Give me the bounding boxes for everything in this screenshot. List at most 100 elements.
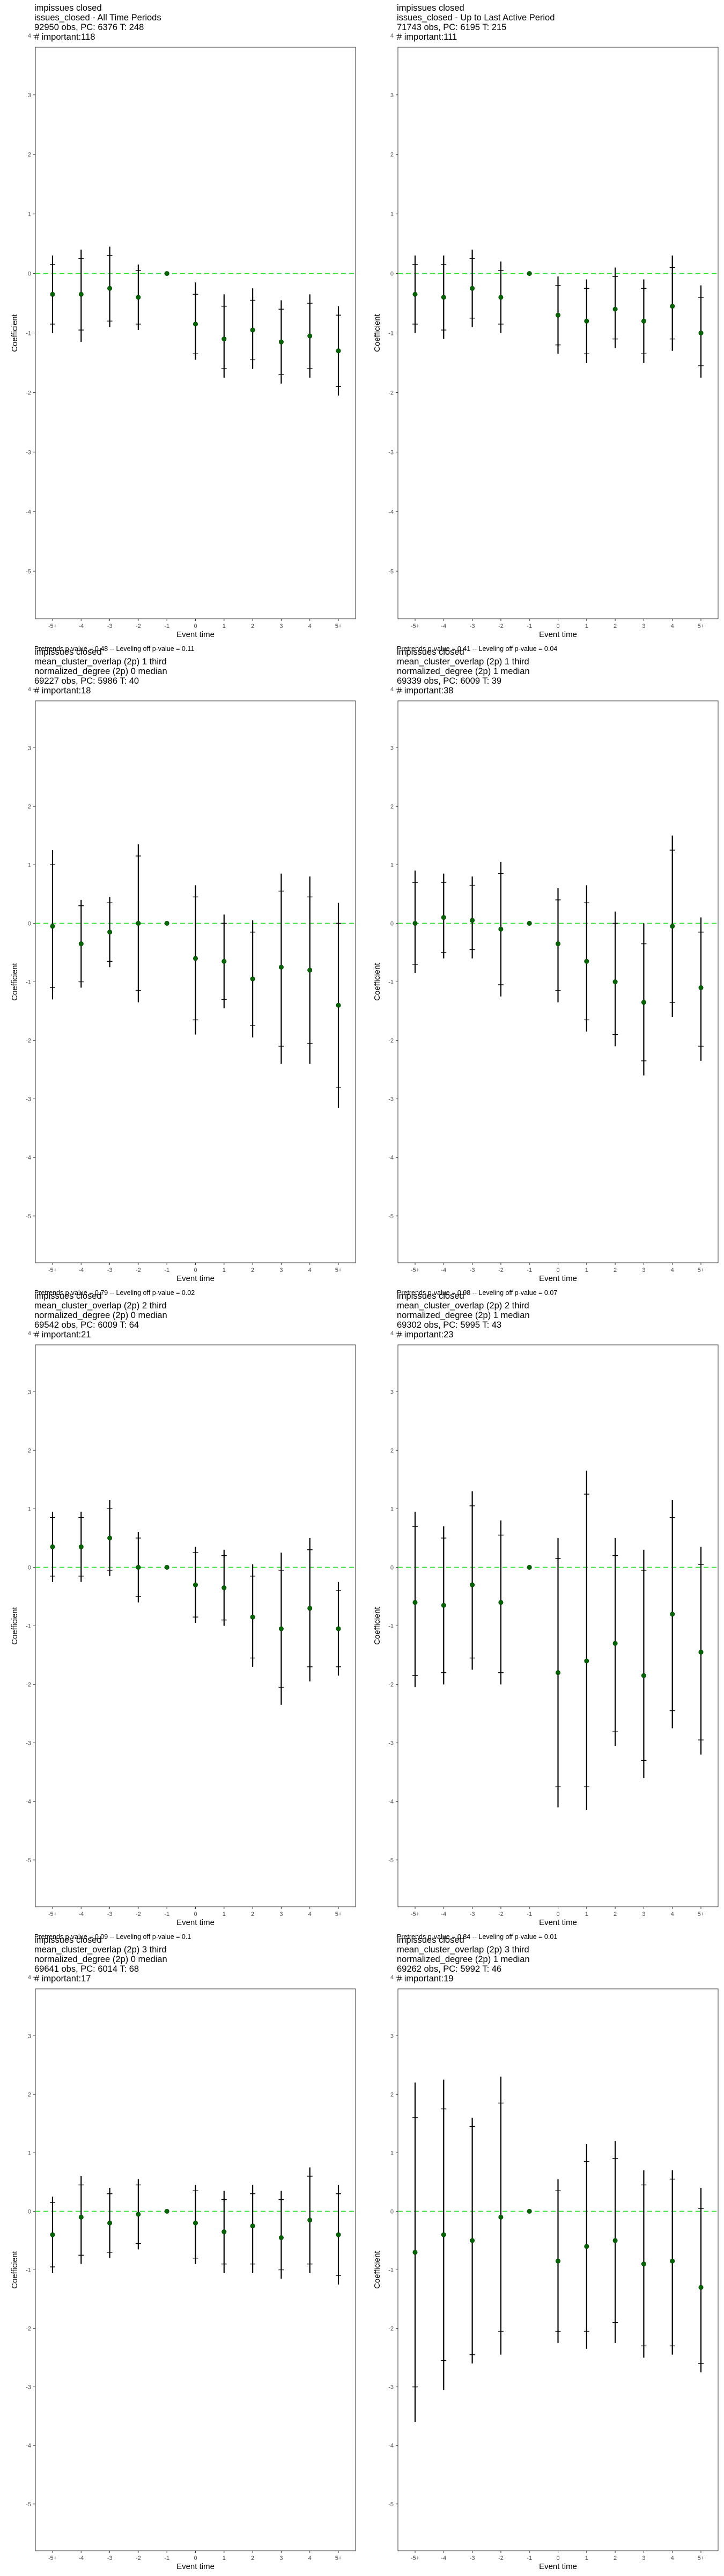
chart-title-line: impissues closed — [34, 3, 102, 13]
x-tick-label: -2 — [136, 1267, 141, 1274]
point-estimate — [193, 2220, 198, 2226]
chart-title-line: 71743 obs, PC: 6195 T: 215 — [397, 23, 506, 32]
x-axis-title: Event time — [176, 1918, 215, 1927]
y-tick-label: -3 — [26, 2384, 31, 2391]
chart-title-line: 69262 obs, PC: 5992 T: 46 — [397, 1964, 501, 1974]
x-tick-label: 2 — [614, 1267, 617, 1274]
chart-title-line: # important:19 — [397, 1974, 453, 1984]
y-axis-title: Coefficient — [373, 1606, 382, 1644]
x-tick-label: 1 — [223, 2555, 226, 2562]
x-tick-label: 2 — [614, 623, 617, 630]
x-tick-label: -1 — [164, 2555, 169, 2562]
y-tick-label: -5 — [388, 2501, 394, 2508]
x-tick-label: -3 — [470, 1267, 475, 1274]
point-estimate — [250, 2223, 255, 2229]
chart-title-line: normalized_degree (2p) 1 median — [397, 1311, 530, 1320]
pvalue-footer: Pretrends p-value = 0.41 -- Leveling off… — [397, 645, 557, 653]
x-tick-label: 2 — [251, 2555, 254, 2562]
x-axis-title: Event time — [539, 2562, 577, 2571]
y-tick-label: -1 — [26, 2267, 31, 2274]
y-tick-label: -5 — [26, 1857, 31, 1864]
x-tick-label: 4 — [308, 2555, 312, 2562]
x-tick-label: 3 — [279, 1911, 283, 1918]
y-tick-label: -2 — [388, 1038, 394, 1044]
point-estimate — [527, 1564, 532, 1570]
point-estimate — [470, 1582, 475, 1587]
y-tick-label: -2 — [388, 2326, 394, 2332]
point-estimate — [221, 2229, 227, 2235]
x-tick-label: -3 — [107, 1267, 113, 1274]
point-estimate — [250, 976, 255, 982]
y-tick-label: 1 — [390, 862, 394, 868]
point-estimate — [307, 333, 313, 339]
y-tick-label: 0 — [390, 271, 394, 277]
point-estimate — [584, 958, 589, 964]
point-estimate — [164, 920, 169, 926]
point-estimate — [136, 1564, 141, 1570]
x-tick-label: 4 — [308, 623, 312, 630]
chart-title-line: # important:38 — [397, 686, 453, 696]
y-tick-label: -1 — [388, 331, 394, 337]
x-tick-label: 5+ — [698, 2555, 705, 2562]
y-tick-label: -4 — [26, 509, 31, 515]
y-tick-label: 3 — [28, 92, 31, 99]
point-estimate — [584, 318, 589, 324]
point-estimate — [670, 2258, 675, 2264]
y-tick-label: -4 — [388, 509, 394, 515]
x-tick-label: 0 — [194, 1267, 197, 1274]
y-tick-label: 3 — [390, 1389, 394, 1395]
y-tick-label: -3 — [388, 2384, 394, 2391]
y-axis-title: Coefficient — [373, 962, 382, 1000]
y-tick-label: 0 — [28, 271, 31, 277]
x-tick-label: -1 — [527, 1911, 532, 1918]
chart-title-line: # important:18 — [34, 686, 91, 696]
y-tick-label: -2 — [388, 390, 394, 396]
chart-title-line: 69302 obs, PC: 5995 T: 43 — [397, 1320, 501, 1330]
point-estimate — [78, 1544, 84, 1549]
x-tick-label: -3 — [107, 623, 113, 630]
x-tick-label: -5+ — [411, 1911, 419, 1918]
point-estimate — [307, 1606, 313, 1611]
point-estimate — [164, 271, 169, 276]
y-tick-label: 2 — [28, 1447, 31, 1454]
x-axis-title: Event time — [539, 1918, 577, 1927]
point-estimate — [50, 1544, 55, 1549]
x-tick-label: 1 — [585, 623, 588, 630]
chart-title-line: mean_cluster_overlap (2p) 1 third — [397, 657, 529, 667]
x-tick-label: 2 — [251, 623, 254, 630]
x-tick-label: -5+ — [48, 2555, 57, 2562]
chart-title-line: # important:21 — [34, 1330, 91, 1340]
x-tick-label: 5+ — [698, 1911, 705, 1918]
x-tick-label: 0 — [194, 2555, 197, 2562]
x-tick-label: -2 — [498, 1911, 504, 1918]
x-tick-label: -3 — [470, 1911, 475, 1918]
x-tick-label: -1 — [527, 2555, 532, 2562]
point-estimate — [164, 1564, 169, 1570]
y-tick-label: 0 — [390, 2208, 394, 2215]
chart-title-line: impissues closed — [34, 647, 102, 657]
y-tick-label: 4 — [28, 1330, 31, 1337]
x-tick-label: 3 — [279, 1267, 283, 1274]
point-estimate — [307, 2218, 313, 2223]
point-estimate — [527, 271, 532, 276]
y-tick-label: 4 — [390, 1974, 394, 1981]
y-tick-label: -4 — [388, 1799, 394, 1805]
chart-title-line: normalized_degree (2p) 0 median — [34, 1311, 167, 1320]
point-estimate — [336, 348, 341, 354]
x-tick-label: -1 — [164, 623, 169, 630]
point-estimate — [107, 930, 113, 935]
x-tick-label: -1 — [527, 1267, 532, 1274]
x-tick-label: 4 — [671, 623, 674, 630]
y-tick-label: 2 — [390, 152, 394, 158]
y-axis-title: Coefficient — [373, 313, 382, 352]
point-estimate — [136, 920, 141, 926]
y-tick-label: -1 — [26, 331, 31, 337]
point-estimate — [136, 2212, 141, 2217]
chart-title-line: mean_cluster_overlap (2p) 2 third — [34, 1301, 167, 1311]
y-tick-label: 0 — [28, 2208, 31, 2215]
